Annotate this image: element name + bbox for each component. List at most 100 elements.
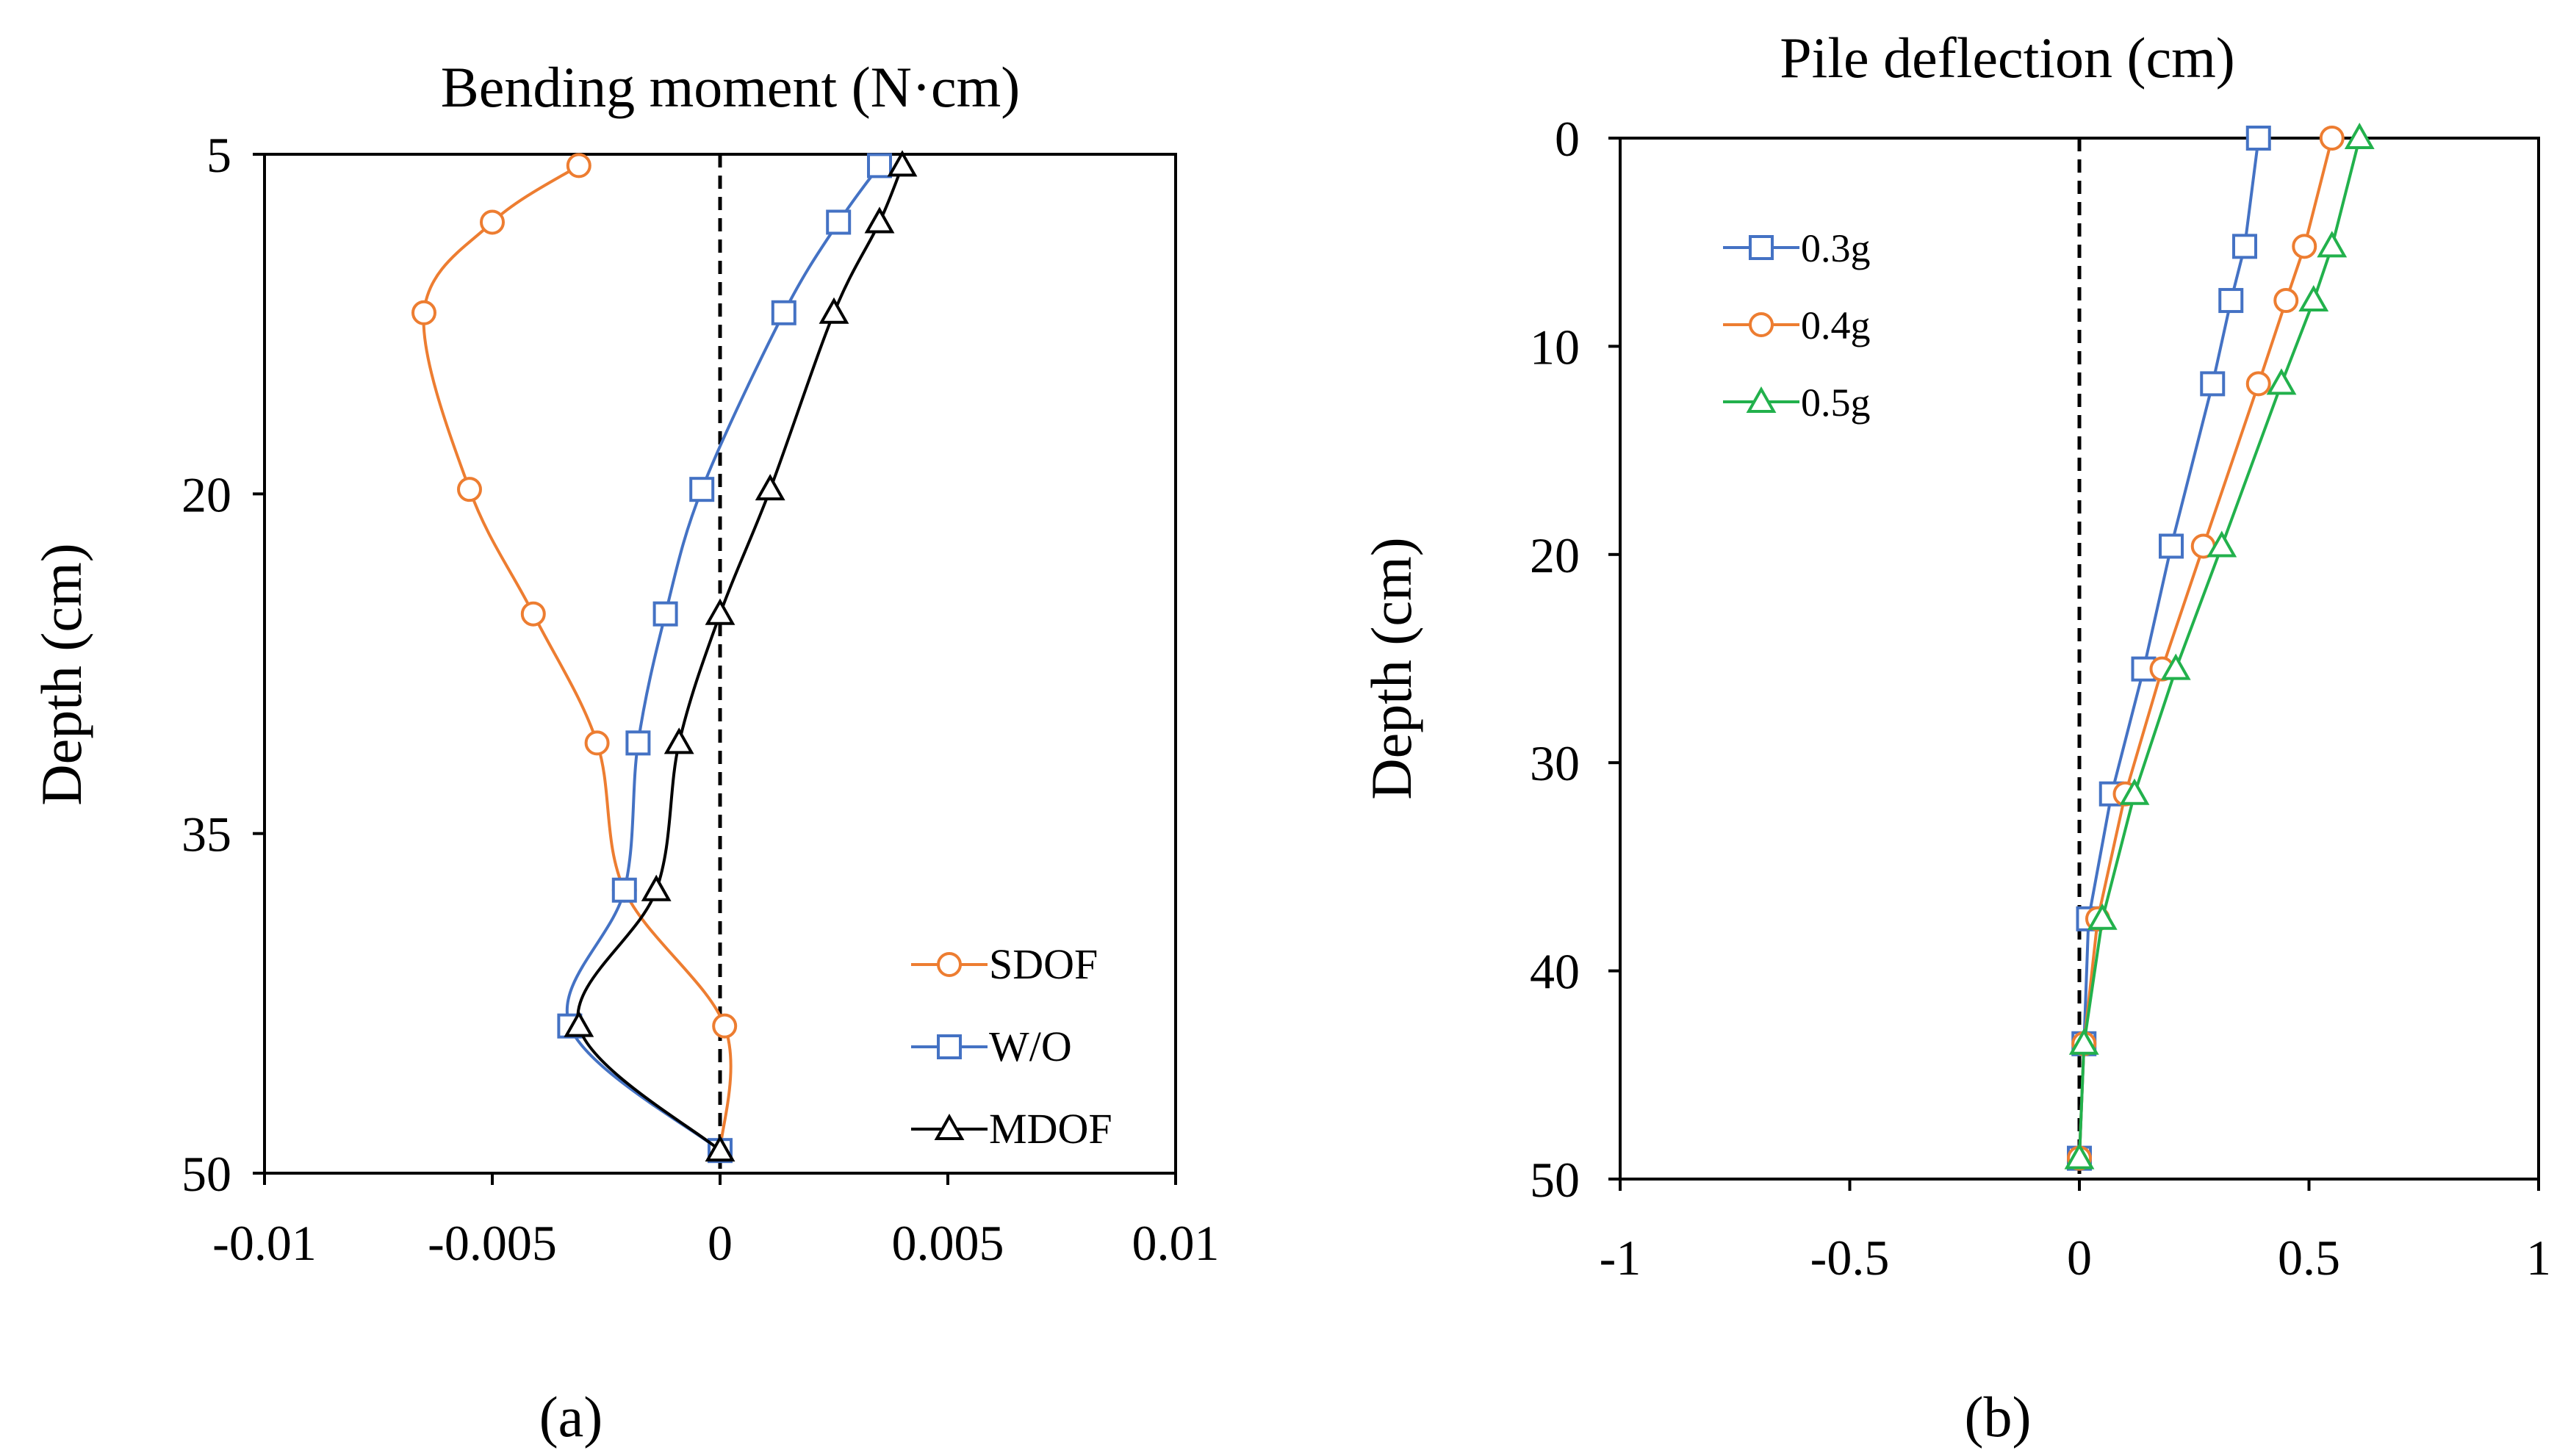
chart-a-x-tick-label: 0	[708, 1215, 733, 1271]
chart-b-series-line-0-4g	[2078, 137, 2334, 1158]
chart-b-legend: 0.3g 0.4g 0.5g	[1723, 226, 1871, 425]
chart-b-x-tick-label: -0.5	[1810, 1230, 1890, 1286]
chart-b-y-tick-label: 40	[1530, 944, 1580, 1000]
chart-a-x-tick-label: -0.005	[428, 1215, 557, 1271]
chart-a-data-point-mdof	[705, 1135, 735, 1162]
chart-b-legend-marker-0-3g	[1749, 235, 1774, 260]
chart-b-series-line-0-5g	[2078, 137, 2362, 1158]
chart-a-data-point-mdof	[564, 1010, 594, 1037]
chart-b-x-tick-label: -1	[1600, 1230, 1641, 1286]
chart-b-panel-label: (b)	[1965, 1385, 2032, 1449]
chart-b-legend-item-0-4g: 0.4g	[1723, 303, 1871, 347]
chart-a-y-tick-label: 35	[181, 807, 231, 862]
chart-a-series-line-w-o	[565, 165, 881, 1152]
chart-b-data-point-0-4g	[2245, 371, 2271, 397]
chart-a-x-tick-label: 0.01	[1132, 1215, 1220, 1271]
chart-a-data-point-sdof	[411, 300, 436, 325]
chart-a-series-line-sdof	[422, 164, 733, 1151]
chart-a-data-point-w-o	[652, 601, 678, 627]
chart-b-series-line-0-3g	[2078, 137, 2260, 1158]
chart-a-data-point-sdof	[712, 1013, 738, 1039]
chart-b-y-tick-label: 30	[1530, 735, 1580, 791]
chart-a-data-point-mdof	[641, 874, 672, 901]
chart-b-x-tick-label: 1	[2526, 1230, 2551, 1286]
chart-b-y-tick-label: 0	[1555, 111, 1580, 167]
chart-a-title: Bending moment (N·cm)	[441, 55, 1021, 119]
chart-a-data-point-sdof	[584, 730, 610, 756]
chart-a-y-tick-label: 5	[206, 127, 231, 183]
chart-a-series-sdof	[411, 153, 738, 1164]
chart-b-data-point-0-5g	[2298, 284, 2329, 312]
chart-b-data-point-0-5g	[2317, 231, 2348, 258]
chart-a-legend: SDOF W/O MDOF	[911, 940, 1112, 1153]
chart-a-legend-item-w-o: W/O	[911, 1023, 1072, 1070]
chart-b-legend-marker-0-4g	[1749, 312, 1774, 337]
chart-b-y-axis-label: Depth (cm)	[1359, 537, 1423, 799]
chart-a-data-point-mdof	[887, 150, 918, 177]
chart-panel-a: Bending moment (N·cm) Depth (cm) -0.01 -0…	[29, 55, 1220, 1449]
chart-b-data-point-0-3g	[2159, 533, 2184, 559]
chart-a-y-tick-label: 50	[181, 1146, 231, 1202]
chart-a-data-point-sdof	[566, 153, 591, 179]
chart-b-data-point-0-4g	[2273, 288, 2299, 314]
chart-a-legend-label-mdof: MDOF	[989, 1105, 1112, 1153]
chart-b-data-point-0-4g	[2319, 126, 2345, 151]
chart-b-x-tick-label: 0	[2067, 1230, 2092, 1286]
chart-b-legend-item-0-3g: 0.3g	[1723, 226, 1871, 270]
chart-b-data-point-0-5g	[2087, 903, 2118, 930]
chart-a-data-point-mdof	[864, 206, 895, 234]
chart-b-data-point-0-5g	[2344, 122, 2375, 149]
chart-a-data-point-w-o	[867, 153, 892, 179]
chart-a-data-point-w-o	[611, 877, 637, 903]
chart-b-data-point-0-5g	[2064, 1142, 2095, 1170]
chart-a-data-point-mdof	[663, 727, 694, 754]
chart-b-data-point-0-5g	[2266, 368, 2297, 395]
chart-a-plot-area: -0.01 -0.005 0 0.005 0.01 5 20 35 50	[181, 127, 1220, 1271]
chart-b-y-tick-label: 10	[1530, 319, 1580, 375]
chart-a-data-point-w-o	[625, 730, 651, 756]
chart-a-legend-item-mdof: MDOF	[911, 1105, 1112, 1153]
chart-a-x-tick-label: -0.01	[212, 1215, 317, 1271]
chart-b-legend-item-0-5g: 0.5g	[1723, 381, 1871, 425]
chart-a-series-w-o	[557, 153, 892, 1164]
chart-a-y-tick-label: 20	[181, 466, 231, 522]
chart-b-data-point-0-5g	[2206, 530, 2237, 558]
chart-b-data-point-0-3g	[2218, 288, 2244, 314]
chart-panel-b: Pile deflection (cm) Depth (cm) -1 -0.5 0 0…	[1359, 26, 2551, 1449]
chart-b-data-point-0-3g	[2200, 371, 2226, 397]
chart-a-data-point-w-o	[689, 477, 715, 502]
chart-a-data-point-sdof	[480, 209, 505, 235]
chart-b-y-tick-label: 50	[1530, 1152, 1580, 1208]
chart-b-data-point-0-5g	[2160, 653, 2191, 680]
chart-b-series-0-4g	[2067, 126, 2345, 1171]
chart-b-data-point-0-3g	[2232, 234, 2257, 259]
chart-a-y-axis-label: Depth (cm)	[29, 543, 93, 805]
chart-a-legend-marker-sdof	[937, 952, 962, 977]
chart-a-data-point-w-o	[771, 300, 796, 325]
chart-a-data-point-mdof	[819, 297, 849, 324]
chart-a-legend-item-sdof: SDOF	[911, 940, 1098, 988]
chart-a-data-point-mdof	[705, 598, 735, 625]
chart-a-panel-label: (a)	[539, 1385, 603, 1449]
chart-b-data-point-0-3g	[2245, 126, 2271, 151]
chart-b-y-tick-label: 20	[1530, 527, 1580, 583]
chart-b-data-point-0-4g	[2292, 234, 2317, 259]
chart-b-legend-marker-0-5g	[1746, 386, 1777, 413]
chart-a-data-point-sdof	[520, 601, 546, 627]
chart-a-legend-marker-mdof	[934, 1113, 965, 1140]
chart-a-legend-label-sdof: SDOF	[989, 940, 1098, 988]
chart-a-data-point-w-o	[826, 209, 852, 235]
chart-b-series-0-5g	[2064, 122, 2375, 1170]
chart-a-data-point-mdof	[755, 474, 785, 501]
chart-b-legend-label-0-4g: 0.4g	[1801, 303, 1871, 347]
chart-b-data-point-0-5g	[2068, 1028, 2099, 1055]
chart-b-x-tick-label: 0.5	[2278, 1230, 2340, 1286]
chart-a-series-line-mdof	[576, 165, 904, 1152]
chart-a-legend-label-w-o: W/O	[989, 1023, 1072, 1070]
chart-a-data-point-sdof	[457, 477, 482, 502]
chart-b-title: Pile deflection (cm)	[1780, 26, 2234, 90]
chart-a-x-tick-label: 0.005	[892, 1215, 1004, 1271]
chart-b-data-point-0-5g	[2119, 778, 2150, 805]
